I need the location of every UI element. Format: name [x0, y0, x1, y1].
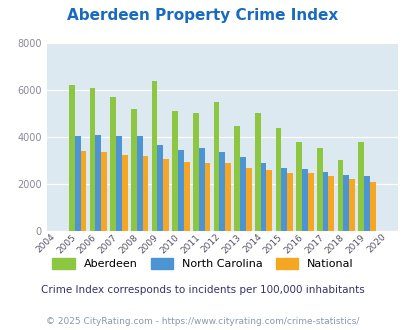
Bar — [69, 85, 75, 231]
Bar — [75, 136, 80, 231]
Bar — [178, 150, 183, 231]
Bar — [172, 111, 178, 231]
Bar — [122, 154, 127, 231]
Bar — [316, 148, 322, 231]
Bar — [286, 173, 292, 231]
Text: Aberdeen Property Crime Index: Aberdeen Property Crime Index — [67, 8, 338, 23]
Bar — [369, 182, 375, 231]
Bar — [337, 160, 343, 231]
Bar — [266, 170, 272, 231]
Bar — [348, 179, 354, 231]
Bar — [183, 162, 189, 231]
Bar — [131, 109, 136, 231]
Bar — [151, 81, 157, 231]
Legend: Aberdeen, North Carolina, National: Aberdeen, North Carolina, National — [52, 258, 353, 269]
Bar — [328, 176, 333, 231]
Bar — [301, 169, 307, 231]
Bar — [95, 135, 101, 231]
Bar — [245, 168, 251, 231]
Bar — [234, 126, 239, 231]
Bar — [357, 142, 363, 231]
Text: Crime Index corresponds to incidents per 100,000 inhabitants: Crime Index corresponds to incidents per… — [41, 285, 364, 295]
Bar — [219, 152, 225, 231]
Bar — [322, 172, 328, 231]
Bar — [343, 175, 348, 231]
Bar — [157, 145, 163, 231]
Text: © 2025 CityRating.com - https://www.cityrating.com/crime-statistics/: © 2025 CityRating.com - https://www.city… — [46, 317, 359, 326]
Bar — [80, 151, 86, 231]
Bar — [192, 114, 198, 231]
Bar — [225, 163, 230, 231]
Bar — [260, 163, 266, 231]
Bar — [281, 168, 286, 231]
Bar — [213, 102, 219, 231]
Bar — [116, 136, 121, 231]
Bar — [275, 128, 281, 231]
Bar — [142, 156, 148, 231]
Bar — [363, 176, 369, 231]
Bar — [254, 114, 260, 231]
Bar — [136, 136, 142, 231]
Bar — [90, 87, 95, 231]
Bar — [204, 163, 210, 231]
Bar — [296, 142, 301, 231]
Bar — [163, 159, 168, 231]
Bar — [307, 173, 313, 231]
Bar — [239, 157, 245, 231]
Bar — [101, 152, 107, 231]
Bar — [198, 148, 204, 231]
Bar — [110, 97, 116, 231]
